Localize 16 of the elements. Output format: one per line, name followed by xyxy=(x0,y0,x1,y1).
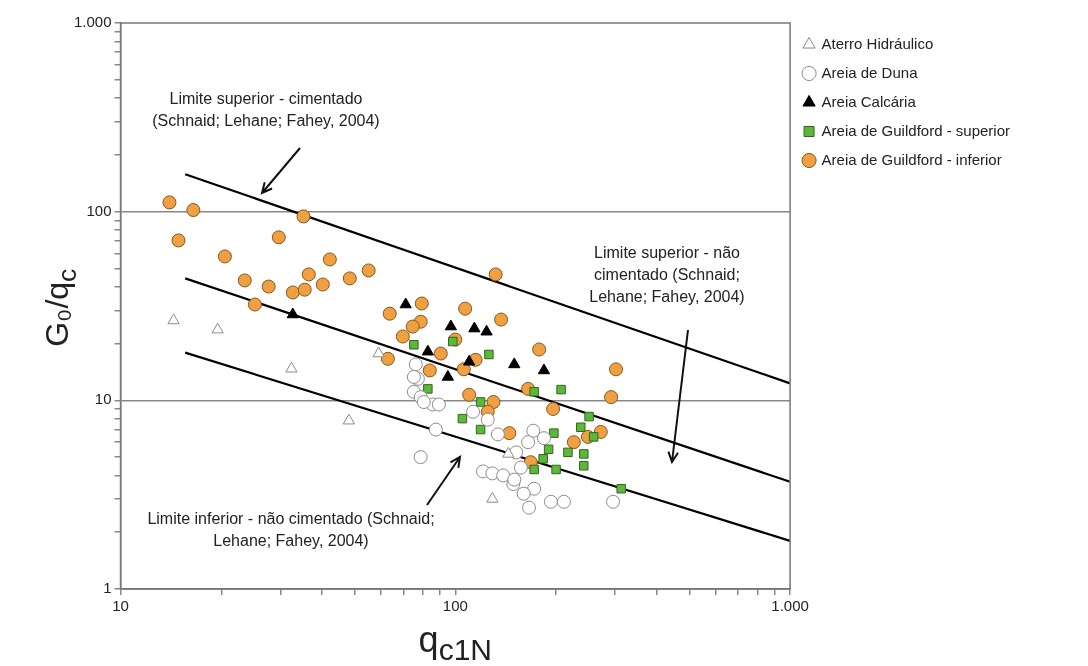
y-tick-label: 1 xyxy=(103,579,112,597)
x-tick-label: 1.000 xyxy=(771,597,809,615)
legend-label: Areia de Duna xyxy=(821,63,919,81)
legend-label: Areia de Guildford - superior xyxy=(821,121,1011,139)
x-tick-label: 10 xyxy=(112,597,129,615)
annotation: Limite superior - cimentado (Schnaid; Lehane; Fahey, 2004) xyxy=(151,89,381,131)
y-tick-label: 1.000 xyxy=(73,13,112,31)
legend-label: Areia de Guildford - inferior xyxy=(821,150,1002,168)
x-axis-title: q$_{c1N}$ xyxy=(417,619,493,666)
annotation: Limite superior - não cimentado (Schnaid; Lehane; Fahey, 2004) xyxy=(588,243,746,307)
legend-label: Aterro Hidráulico xyxy=(821,34,934,52)
y-tick-label: 100 xyxy=(86,201,112,219)
x-tick-label: 100 xyxy=(442,597,468,615)
legend-label: Areia Calcária xyxy=(821,92,917,110)
annotation: Limite inferior - não cimentado (Schnaid; Lehane; Fahey, 2004) xyxy=(146,509,436,551)
y-tick-label: 10 xyxy=(94,390,112,408)
